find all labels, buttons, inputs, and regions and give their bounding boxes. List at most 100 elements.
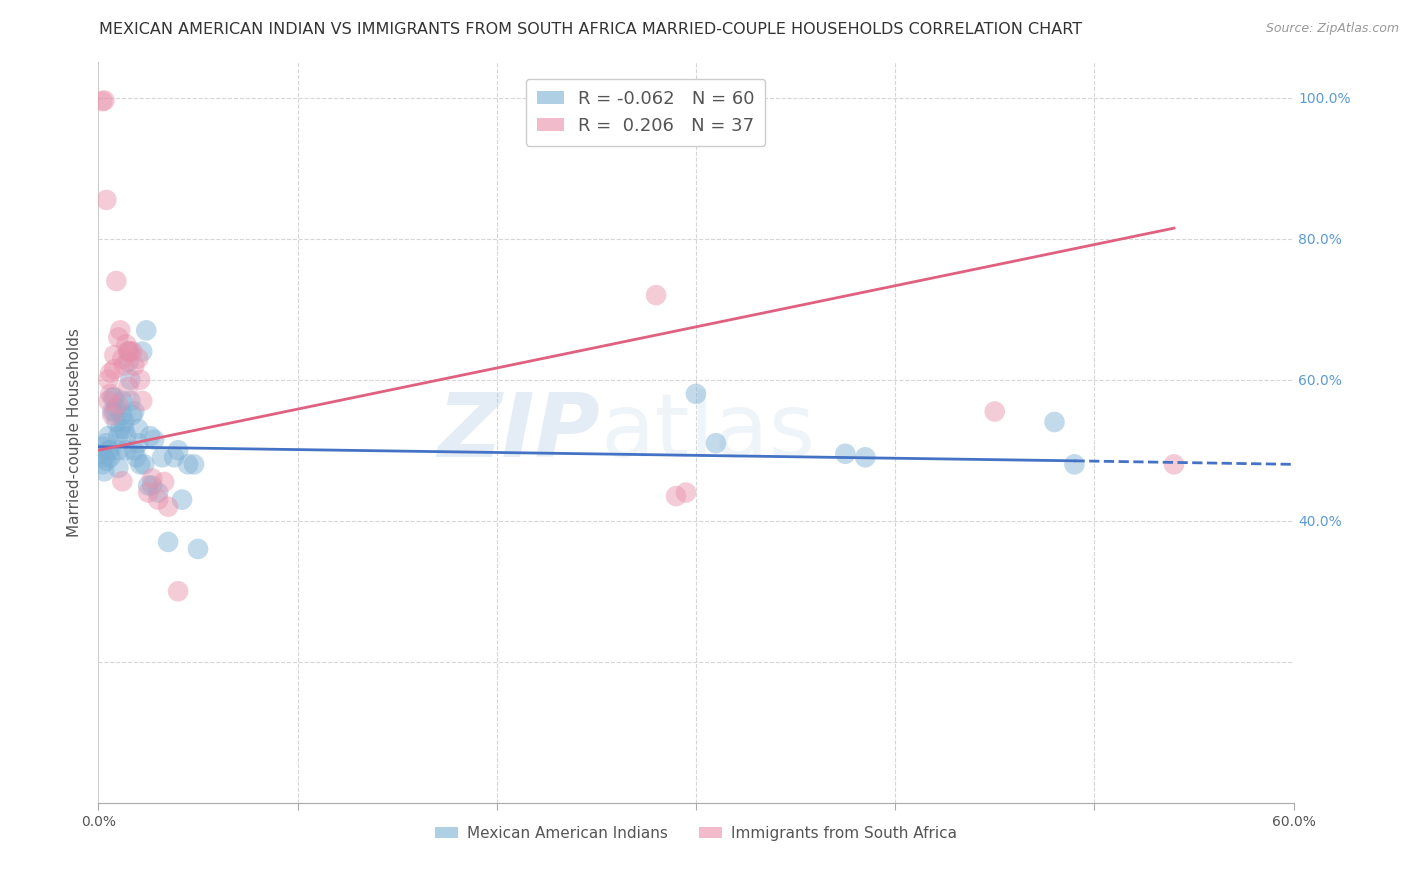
Point: [834, 447, 856, 461]
Point: [110, 323, 132, 337]
Point: [131, 344, 153, 359]
Point: [98, 366, 122, 380]
Point: [110, 422, 132, 436]
Point: [127, 436, 149, 450]
Point: [124, 443, 146, 458]
Point: [91, 458, 114, 472]
Point: [107, 330, 129, 344]
Point: [91, 94, 114, 108]
Point: [853, 450, 876, 465]
Point: [148, 485, 170, 500]
Point: [124, 359, 146, 373]
Point: [97, 393, 120, 408]
Point: [167, 443, 190, 458]
Point: [131, 393, 153, 408]
Point: [645, 288, 668, 302]
Point: [150, 450, 173, 465]
Point: [129, 458, 152, 472]
Point: [135, 323, 157, 337]
Point: [120, 393, 142, 408]
Point: [183, 458, 205, 472]
Text: atlas: atlas: [600, 389, 815, 476]
Point: [136, 485, 159, 500]
Point: [675, 485, 697, 500]
Point: [93, 94, 115, 108]
Point: [103, 348, 125, 362]
Point: [172, 492, 194, 507]
Legend: Mexican American Indians, Immigrants from South Africa: Mexican American Indians, Immigrants fro…: [429, 820, 963, 847]
Point: [98, 443, 122, 458]
Point: [115, 429, 138, 443]
Point: [96, 436, 118, 450]
Point: [103, 390, 125, 404]
Point: [1063, 458, 1085, 472]
Point: [127, 351, 149, 366]
Point: [101, 408, 124, 422]
Text: MEXICAN AMERICAN INDIAN VS IMMIGRANTS FROM SOUTH AFRICA MARRIED-COUPLE HOUSEHOLD: MEXICAN AMERICAN INDIAN VS IMMIGRANTS FR…: [98, 22, 1083, 37]
Point: [704, 436, 727, 450]
Point: [153, 475, 176, 489]
Point: [111, 351, 134, 366]
Point: [141, 471, 163, 485]
Point: [163, 450, 186, 465]
Y-axis label: Married-couple Households: Married-couple Households: [67, 328, 83, 537]
Point: [134, 458, 156, 472]
Point: [93, 450, 115, 465]
Point: [96, 454, 118, 468]
Point: [101, 404, 124, 418]
Point: [107, 397, 129, 411]
Point: [97, 429, 120, 443]
Point: [93, 464, 115, 478]
Point: [89, 447, 111, 461]
Point: [98, 387, 122, 401]
Point: [665, 489, 688, 503]
Point: [107, 461, 129, 475]
Point: [984, 404, 1007, 418]
Point: [105, 415, 128, 429]
Point: [127, 422, 149, 436]
Point: [141, 478, 163, 492]
Point: [97, 373, 120, 387]
Point: [120, 344, 142, 359]
Point: [98, 450, 122, 465]
Point: [97, 443, 120, 458]
Text: ZIP: ZIP: [437, 389, 600, 476]
Point: [177, 458, 200, 472]
Point: [121, 408, 143, 422]
Point: [157, 500, 180, 514]
Point: [111, 475, 134, 489]
Text: Source: ZipAtlas.com: Source: ZipAtlas.com: [1265, 22, 1399, 36]
Point: [117, 380, 139, 394]
Point: [115, 443, 138, 458]
Point: [96, 193, 118, 207]
Point: [139, 429, 162, 443]
Point: [111, 408, 134, 422]
Point: [125, 450, 148, 465]
Point: [112, 359, 135, 373]
Point: [1043, 415, 1066, 429]
Point: [105, 274, 128, 288]
Point: [103, 404, 125, 418]
Point: [105, 401, 128, 415]
Point: [117, 355, 139, 369]
Point: [167, 584, 190, 599]
Point: [685, 387, 707, 401]
Point: [103, 362, 125, 376]
Point: [107, 429, 129, 443]
Point: [115, 337, 138, 351]
Point: [117, 344, 139, 359]
Point: [107, 443, 129, 458]
Point: [136, 478, 159, 492]
Point: [129, 373, 152, 387]
Point: [157, 535, 180, 549]
Point: [101, 390, 124, 404]
Point: [120, 373, 142, 387]
Point: [112, 415, 135, 429]
Point: [1163, 458, 1185, 472]
Point: [143, 433, 166, 447]
Point: [187, 541, 209, 556]
Point: [91, 440, 114, 454]
Point: [112, 422, 135, 436]
Point: [148, 492, 170, 507]
Point: [124, 404, 146, 418]
